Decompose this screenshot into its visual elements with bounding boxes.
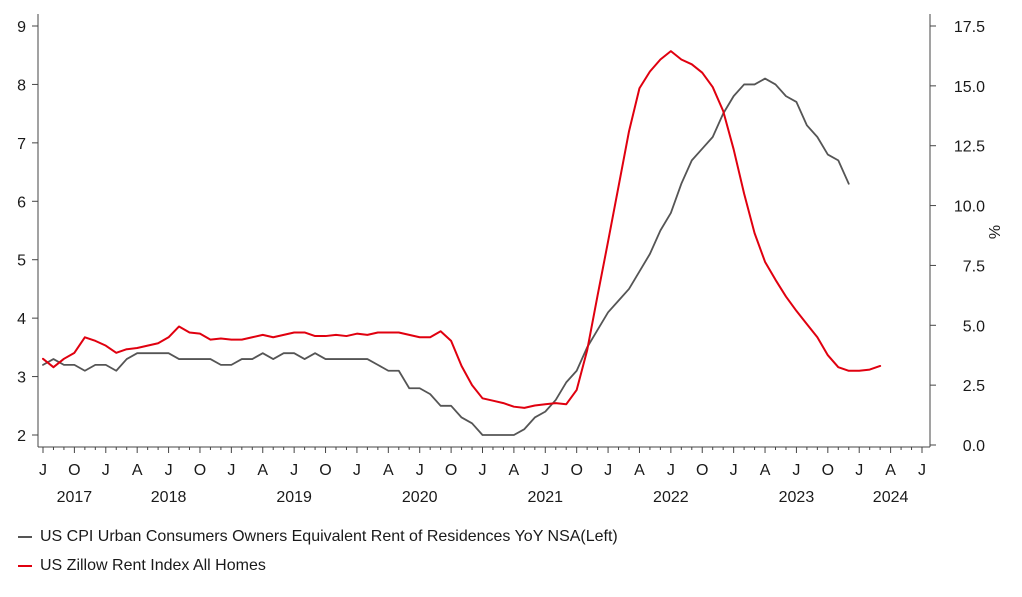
x-axis-month-label: J bbox=[855, 462, 863, 479]
x-axis-month-label: J bbox=[918, 462, 926, 479]
right-axis-tick-label: 10.0 bbox=[954, 199, 985, 216]
x-axis-month-label: A bbox=[132, 462, 143, 479]
left-axis-tick-label: 8 bbox=[17, 77, 26, 94]
x-axis-year-label: 2019 bbox=[276, 489, 312, 506]
legend: US CPI Urban Consumers Owners Equivalent… bbox=[18, 522, 618, 580]
x-axis-month-label: J bbox=[604, 462, 612, 479]
x-axis-month-label: J bbox=[416, 462, 424, 479]
x-axis-month-label: A bbox=[760, 462, 771, 479]
series-line-oer bbox=[42, 77, 850, 436]
x-axis-year-label: 2021 bbox=[527, 489, 563, 506]
left-axis-tick-label: 9 bbox=[17, 19, 26, 36]
right-axis-tick-label: 12.5 bbox=[954, 139, 985, 156]
x-axis-month-label: A bbox=[885, 462, 896, 479]
x-axis-year-label: 2020 bbox=[402, 489, 438, 506]
x-axis-month-label: J bbox=[39, 462, 47, 479]
left-axis-tick-label: 4 bbox=[17, 311, 26, 328]
series-line-zillow bbox=[42, 50, 882, 409]
x-axis-year-label: 2017 bbox=[57, 489, 93, 506]
x-axis-year-label: 2022 bbox=[653, 489, 689, 506]
x-axis-month-label: O bbox=[445, 462, 457, 479]
x-axis-month-label: J bbox=[102, 462, 110, 479]
x-axis: J O J A J O J A J O J A J O J A J O J A J O J A J O J A J 2017 2018 201… bbox=[38, 446, 930, 506]
x-axis-year-label: 2023 bbox=[779, 489, 815, 506]
x-axis-month-label: O bbox=[822, 462, 834, 479]
x-axis-month-label: A bbox=[257, 462, 268, 479]
left-axis-tick-label: 5 bbox=[17, 253, 26, 270]
right-axis-tick-label: 15.0 bbox=[954, 79, 985, 96]
right-axis-tick-label: 5.0 bbox=[963, 318, 985, 335]
right-axis-tick-label: 2.5 bbox=[963, 378, 985, 395]
x-axis-month-label: O bbox=[194, 462, 206, 479]
x-axis-month-label: A bbox=[634, 462, 645, 479]
x-axis-month-label: J bbox=[479, 462, 487, 479]
right-axis: % 0.0 2.5 5.0 7.5 10.0 12.5 15.0 17.5 bbox=[929, 14, 1004, 455]
right-axis-tick-label: 0.0 bbox=[963, 438, 985, 455]
x-axis-month-label: J bbox=[290, 462, 298, 479]
right-axis-label: % bbox=[987, 225, 1004, 239]
x-axis-month-label: J bbox=[541, 462, 549, 479]
legend-item-oer: US CPI Urban Consumers Owners Equivalent… bbox=[18, 522, 618, 551]
left-axis-tick-label: 3 bbox=[17, 370, 26, 387]
right-axis-tick-label: 7.5 bbox=[963, 258, 985, 275]
x-axis-month-label: O bbox=[68, 462, 80, 479]
legend-swatch-zillow bbox=[18, 564, 32, 567]
plot-series bbox=[42, 50, 882, 436]
left-axis-tick-label: 2 bbox=[17, 428, 26, 445]
x-axis-month-label: O bbox=[570, 462, 582, 479]
x-axis-month-label: J bbox=[353, 462, 361, 479]
x-axis-month-label: J bbox=[165, 462, 173, 479]
right-axis-tick-label: 17.5 bbox=[954, 19, 985, 36]
x-axis-month-label: O bbox=[696, 462, 708, 479]
legend-label-oer: US CPI Urban Consumers Owners Equivalent… bbox=[40, 527, 618, 545]
x-axis-month-label: J bbox=[667, 462, 675, 479]
x-axis-year-label: 2024 bbox=[873, 489, 909, 506]
legend-label-zillow: US Zillow Rent Index All Homes bbox=[40, 556, 266, 574]
x-axis-month-label: J bbox=[227, 462, 235, 479]
x-axis-year-label: 2018 bbox=[151, 489, 187, 506]
x-axis-month-label: A bbox=[383, 462, 394, 479]
legend-swatch-oer bbox=[18, 535, 32, 538]
x-axis-month-label: O bbox=[319, 462, 331, 479]
legend-item-zillow: US Zillow Rent Index All Homes bbox=[18, 551, 618, 580]
x-axis-month-label: J bbox=[792, 462, 800, 479]
left-axis: 2 3 4 5 6 7 8 9 bbox=[17, 14, 39, 447]
left-axis-tick-label: 6 bbox=[17, 194, 26, 211]
x-axis-month-label: A bbox=[509, 462, 520, 479]
x-axis-month-label: J bbox=[730, 462, 738, 479]
left-axis-tick-label: 7 bbox=[17, 136, 26, 153]
